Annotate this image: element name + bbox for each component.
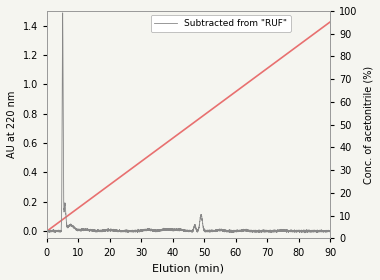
Line: Subtracted from "RUF": Subtracted from "RUF" xyxy=(47,13,330,233)
Subtracted from "RUF" xyxy=(268,230,273,233)
Legend: Subtracted from "RUF": Subtracted from "RUF" xyxy=(150,15,291,32)
Subtracted from "RUF" xyxy=(323,230,328,233)
Subtracted from "RUF" xyxy=(218,228,222,231)
Subtracted from "RUF" xyxy=(328,229,332,232)
X-axis label: Elution (min): Elution (min) xyxy=(152,263,225,273)
Y-axis label: Conc. of acetonitrile (%): Conc. of acetonitrile (%) xyxy=(363,66,373,184)
Subtracted from "RUF" xyxy=(61,102,65,105)
Subtracted from "RUF" xyxy=(303,231,307,235)
Subtracted from "RUF" xyxy=(222,229,226,233)
Subtracted from "RUF" xyxy=(120,229,125,232)
Subtracted from "RUF" xyxy=(60,11,65,15)
Y-axis label: AU at 220 nm: AU at 220 nm xyxy=(7,91,17,158)
Subtracted from "RUF" xyxy=(44,229,49,233)
